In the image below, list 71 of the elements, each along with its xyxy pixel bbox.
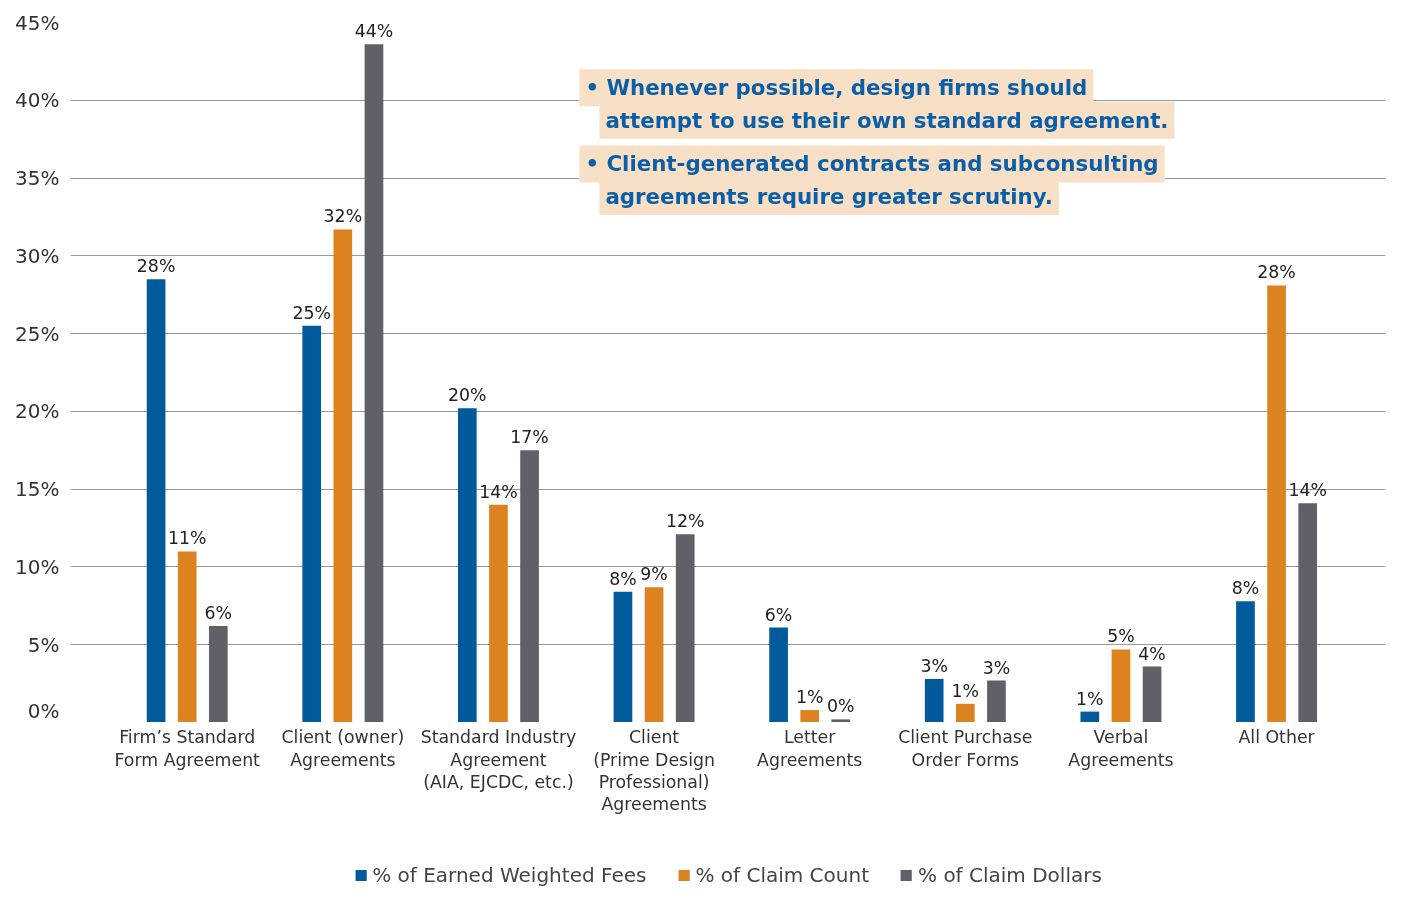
legend-label: % of Claim Count xyxy=(695,863,870,887)
data-label: 20% xyxy=(448,385,487,406)
bar xyxy=(520,450,539,722)
data-label: 6% xyxy=(204,603,233,624)
data-label: 3% xyxy=(982,657,1011,678)
data-label: 6% xyxy=(764,604,793,625)
data-label: 28% xyxy=(1257,262,1296,283)
data-label: 8% xyxy=(609,568,637,589)
annotation: • Whenever possible, design firms should attempt to use their own standard agreement. xyxy=(585,75,1169,133)
data-label: 8% xyxy=(1231,578,1260,599)
data-label: 1% xyxy=(951,680,980,701)
data-label: 5% xyxy=(1107,626,1135,647)
data-label: 12% xyxy=(665,511,705,532)
legend-label: % of Claim Dollars xyxy=(918,863,1102,887)
y-tick-label: 40% xyxy=(15,88,60,113)
data-label: 1% xyxy=(1076,688,1104,709)
legend-label: % of Earned Weighted Fees xyxy=(372,863,647,887)
bar xyxy=(831,719,851,722)
y-tick-label: 20% xyxy=(15,399,60,424)
x-tick-label: Verbal Agreements xyxy=(1068,727,1174,770)
data-label: 1% xyxy=(795,687,824,708)
bar xyxy=(1142,666,1162,722)
bar xyxy=(1080,711,1100,722)
bar xyxy=(146,279,166,722)
data-label: 3% xyxy=(920,655,948,676)
x-tick-label: Firm’s Standard Form Agreement xyxy=(114,727,261,770)
bar xyxy=(1111,649,1131,722)
data-label: 14% xyxy=(479,481,518,502)
data-label: 0% xyxy=(827,696,855,717)
x-tick-label: Client (Prime Design Professional) Agreements xyxy=(593,727,715,815)
annotation: • Client-generated contracts and subconsulting agreements require greater scrutiny. xyxy=(585,151,1159,210)
y-tick-label: 10% xyxy=(15,554,60,579)
bar xyxy=(675,534,695,722)
bar xyxy=(769,627,788,722)
data-label: 32% xyxy=(323,206,363,227)
data-label: 4% xyxy=(1138,643,1166,664)
data-label: 11% xyxy=(167,528,207,549)
bar xyxy=(955,703,975,722)
y-tick-label: 5% xyxy=(27,632,60,657)
bar xyxy=(489,504,508,722)
data-label: 44% xyxy=(354,21,394,42)
bar xyxy=(1236,601,1255,722)
bar xyxy=(800,710,820,722)
y-tick-label: 30% xyxy=(15,243,60,268)
data-label: 28% xyxy=(136,256,176,277)
data-label: 9% xyxy=(640,564,668,585)
x-tick-label: Client (owner) Agreements xyxy=(281,727,405,770)
data-label: 17% xyxy=(510,427,549,448)
x-tick-label: Standard Industry Agreement (AIA, EJCDC, etc.) xyxy=(420,727,577,792)
y-tick-label: 15% xyxy=(15,477,60,502)
y-tick-label: 45% xyxy=(15,10,60,35)
bar xyxy=(209,626,228,722)
x-tick-label: Client Purchase Order Forms xyxy=(898,727,1033,770)
bar xyxy=(987,680,1006,722)
bar xyxy=(177,551,197,722)
bar xyxy=(644,587,664,722)
bar xyxy=(364,44,384,722)
bar xyxy=(302,325,322,722)
bar xyxy=(458,408,477,722)
data-label: 25% xyxy=(292,302,331,323)
bar xyxy=(924,678,944,722)
y-tick-label: 25% xyxy=(15,321,60,346)
bar xyxy=(1298,503,1318,722)
data-label: 14% xyxy=(1288,480,1327,501)
x-tick-label: All Other xyxy=(1238,727,1316,748)
bar xyxy=(613,591,633,722)
x-tick-label: Letter Agreements xyxy=(757,727,863,770)
y-tick-label: 35% xyxy=(15,166,60,191)
bar xyxy=(1267,285,1286,722)
bar xyxy=(333,229,353,722)
y-tick-label: 0% xyxy=(27,698,60,723)
